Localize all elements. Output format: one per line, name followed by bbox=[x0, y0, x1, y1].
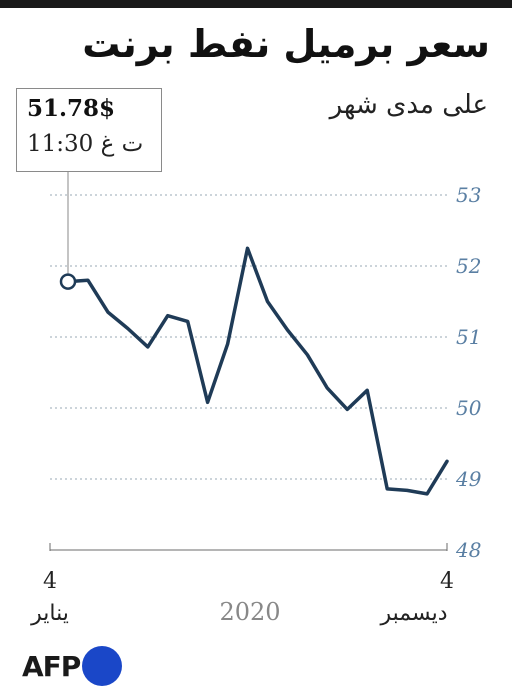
x-label-end-day: 4 bbox=[440, 569, 454, 594]
y-tick-label: 48 bbox=[455, 538, 481, 562]
x-label-end-month: ديسمبر bbox=[379, 601, 447, 626]
y-tick-label: 53 bbox=[456, 183, 481, 207]
chart-subtitle: على مدى شهر bbox=[329, 90, 488, 120]
x-label-year: 2020 bbox=[219, 598, 280, 626]
y-tick-label: 49 bbox=[455, 467, 482, 491]
afp-logo: AFP bbox=[22, 646, 123, 686]
x-label-start-day: 4 bbox=[43, 569, 57, 594]
series-line bbox=[66, 246, 449, 496]
y-tick-labels: 48 49 50 51 52 53 bbox=[455, 183, 482, 562]
callout-time: 11:30 ت غ bbox=[27, 131, 144, 157]
y-tick-label: 51 bbox=[456, 325, 481, 349]
chart-title: سعر برميل نفط برنت bbox=[82, 22, 490, 66]
x-label-start-month: يناير bbox=[30, 601, 69, 626]
afp-logo-dot-icon bbox=[82, 646, 123, 686]
y-tick-label: 50 bbox=[456, 396, 482, 420]
callout-price: 51.78$ bbox=[27, 95, 116, 122]
start-point-marker bbox=[59, 273, 77, 290]
top-bar bbox=[0, 0, 512, 8]
afp-logo-text: AFP bbox=[22, 649, 81, 683]
grid-lines bbox=[50, 194, 447, 480]
y-tick-label: 52 bbox=[456, 254, 481, 278]
price-callout: 51.78$ 11:30 ت غ bbox=[16, 88, 162, 172]
x-tick-marks bbox=[49, 543, 448, 551]
